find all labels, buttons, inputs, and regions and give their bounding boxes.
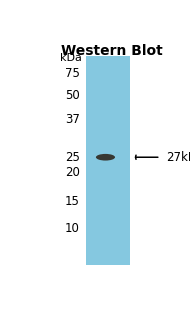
- Bar: [86, 56, 130, 265]
- Text: 20: 20: [65, 166, 80, 179]
- Text: 10: 10: [65, 222, 80, 235]
- Text: 37: 37: [65, 113, 80, 126]
- Ellipse shape: [96, 154, 115, 161]
- Text: 50: 50: [65, 89, 80, 102]
- Text: Western Blot: Western Blot: [61, 44, 163, 58]
- Text: 27kDa: 27kDa: [167, 151, 190, 164]
- Text: 25: 25: [65, 151, 80, 164]
- Text: 75: 75: [65, 67, 80, 80]
- Text: 15: 15: [65, 195, 80, 208]
- Text: kDa: kDa: [60, 53, 82, 62]
